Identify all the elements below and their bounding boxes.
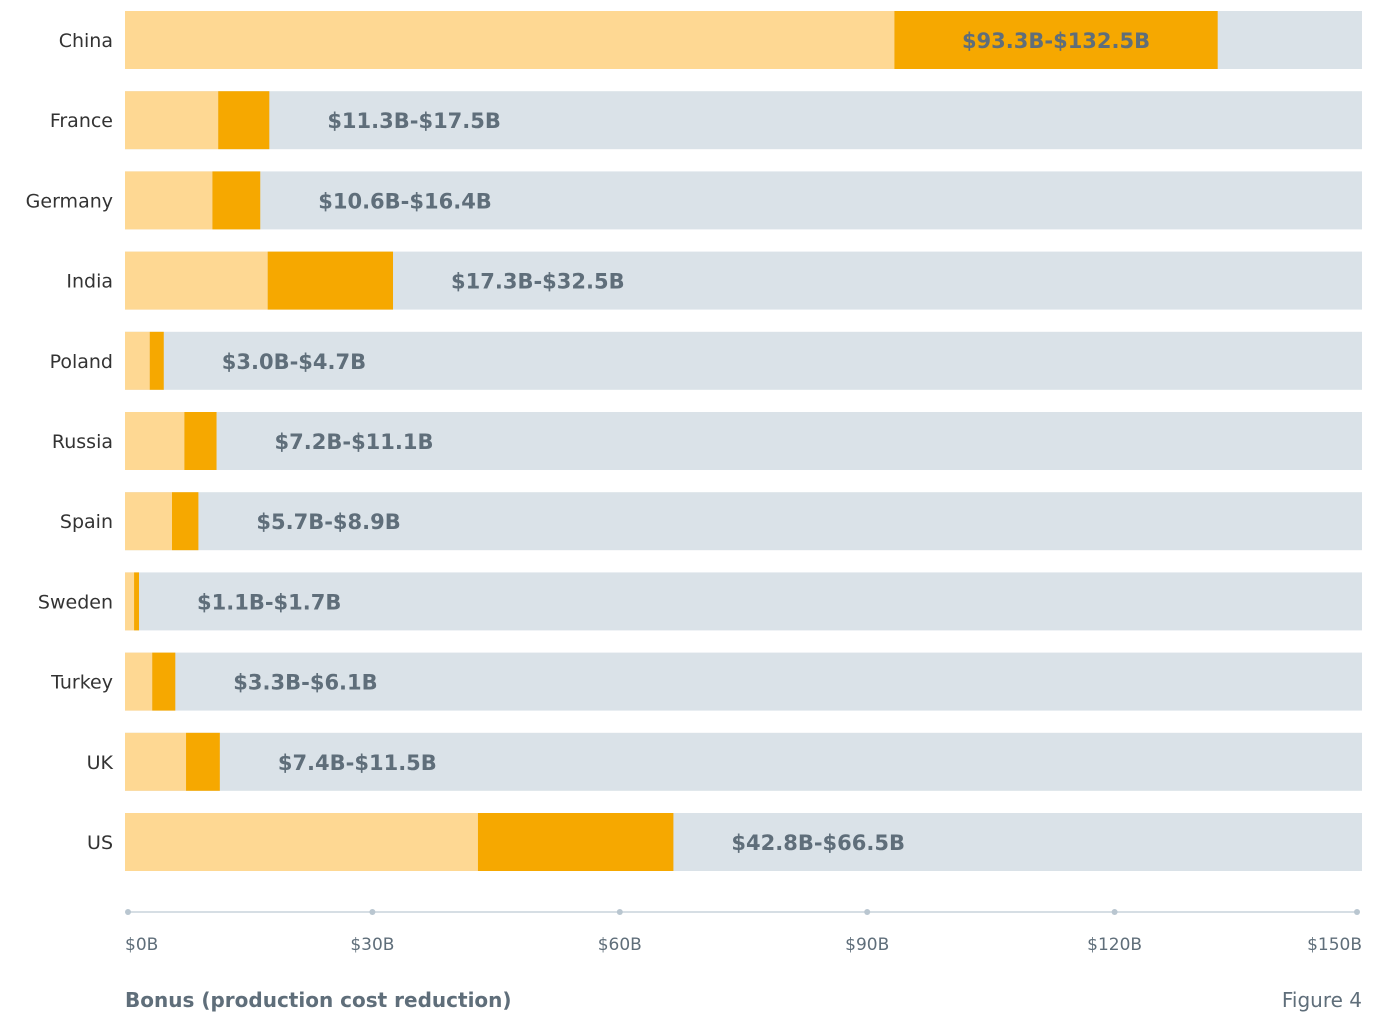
- data-label-spain: $5.7B-$8.9B: [256, 510, 400, 534]
- category-label-poland: Poland: [50, 351, 113, 373]
- bar-france-segment-2: [218, 91, 270, 150]
- category-label-spain: Spain: [60, 511, 113, 533]
- bar-sweden-segment-1: [125, 572, 135, 631]
- x-tick-dot-5: [1354, 909, 1360, 915]
- bar-turkey-segment-2: [152, 652, 176, 711]
- bar-track-france: [125, 91, 1362, 150]
- data-label-india: $17.3B-$32.5B: [451, 270, 625, 294]
- bar-germany-segment-1: [125, 171, 213, 230]
- x-axis-title: Bonus (production cost reduction): [125, 988, 512, 1012]
- bar-track-spain: [125, 492, 1362, 551]
- bar-france-segment-1: [125, 91, 219, 150]
- bar-track-turkey: [125, 652, 1362, 711]
- data-label-uk: $7.4B-$11.5B: [278, 751, 437, 775]
- category-label-germany: Germany: [26, 190, 113, 212]
- bar-poland-segment-2: [149, 331, 164, 390]
- x-tick-dot-2: [616, 909, 623, 915]
- bar-us-segment-1: [125, 813, 478, 871]
- bar-spain-segment-2: [172, 492, 199, 551]
- category-label-china: China: [59, 30, 113, 52]
- category-label-russia: Russia: [52, 431, 113, 453]
- x-tick-label-5: $150B: [1307, 935, 1362, 955]
- data-label-us: $42.8B-$66.5B: [731, 831, 905, 855]
- x-tick-label-2: $60B: [598, 935, 642, 955]
- category-label-india: India: [66, 271, 113, 293]
- data-label-turkey: $3.3B-$6.1B: [233, 671, 377, 695]
- bar-china-segment-2: [894, 11, 1218, 69]
- bar-germany-segment-2: [212, 171, 261, 230]
- data-label-france: $11.3B-$17.5B: [327, 109, 501, 133]
- x-tick-dot-1: [369, 909, 376, 915]
- x-tick-dot-3: [864, 909, 871, 915]
- bar-track-poland: [125, 331, 1362, 390]
- data-label-russia: $7.2B-$11.1B: [275, 430, 434, 454]
- bar-track-uk: [125, 732, 1362, 791]
- x-tick-dot-0: [125, 909, 131, 915]
- category-label-turkey: Turkey: [50, 672, 113, 694]
- bar-sweden-segment-2: [134, 572, 140, 631]
- category-label-uk: UK: [87, 752, 114, 774]
- category-label-sweden: Sweden: [38, 591, 113, 613]
- bar-russia-segment-2: [184, 412, 217, 470]
- data-label-poland: $3.0B-$4.7B: [222, 350, 366, 374]
- bar-turkey-segment-1: [125, 652, 153, 711]
- bar-poland-segment-1: [125, 331, 150, 390]
- bar-india-segment-2: [267, 251, 394, 310]
- bar-china-segment-1: [125, 11, 895, 69]
- figure-label: Figure 4: [1281, 988, 1362, 1012]
- bar-track-russia: [125, 412, 1362, 470]
- data-label-sweden: $1.1B-$1.7B: [197, 590, 341, 614]
- category-label-france: France: [50, 110, 113, 132]
- data-label-china: $93.3B-$132.5B: [962, 29, 1150, 53]
- bar-uk-segment-2: [186, 732, 220, 791]
- x-tick-label-3: $90B: [845, 935, 889, 955]
- data-label-germany: $10.6B-$16.4B: [318, 189, 492, 213]
- x-tick-dot-4: [1111, 909, 1118, 915]
- bar-track-germany: [125, 171, 1362, 230]
- bar-uk-segment-1: [125, 732, 187, 791]
- bar-russia-segment-1: [125, 412, 185, 470]
- x-tick-label-1: $30B: [350, 935, 394, 955]
- bar-track-sweden: [125, 572, 1362, 631]
- category-label-us: US: [87, 832, 113, 854]
- x-tick-label-0: $0B: [125, 935, 158, 955]
- bar-india-segment-1: [125, 251, 268, 310]
- x-tick-label-4: $120B: [1087, 935, 1142, 955]
- bar-us-segment-2: [477, 813, 674, 871]
- bar-spain-segment-1: [125, 492, 173, 551]
